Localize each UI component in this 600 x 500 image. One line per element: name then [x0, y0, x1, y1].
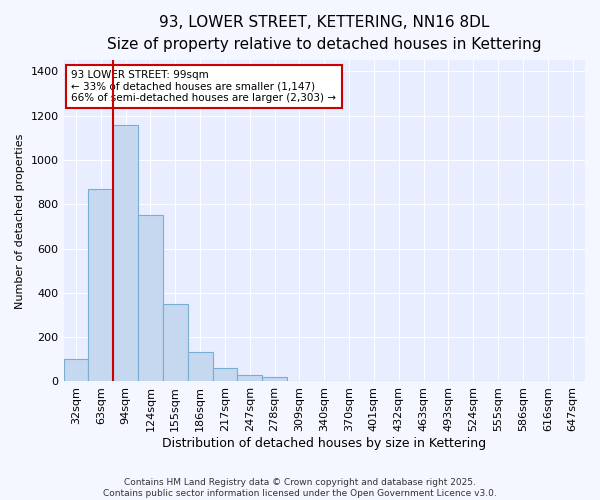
Title: 93, LOWER STREET, KETTERING, NN16 8DL
Size of property relative to detached hous: 93, LOWER STREET, KETTERING, NN16 8DL Si…: [107, 15, 542, 52]
Text: 93 LOWER STREET: 99sqm
← 33% of detached houses are smaller (1,147)
66% of semi-: 93 LOWER STREET: 99sqm ← 33% of detached…: [71, 70, 337, 103]
Bar: [188, 352, 212, 382]
Bar: [238, 375, 262, 382]
Bar: [138, 216, 163, 382]
Bar: [262, 378, 287, 382]
Bar: [64, 360, 88, 382]
Y-axis label: Number of detached properties: Number of detached properties: [15, 133, 25, 308]
Bar: [113, 124, 138, 382]
Bar: [212, 368, 238, 382]
Bar: [88, 189, 113, 382]
X-axis label: Distribution of detached houses by size in Kettering: Distribution of detached houses by size …: [162, 437, 487, 450]
Text: Contains HM Land Registry data © Crown copyright and database right 2025.
Contai: Contains HM Land Registry data © Crown c…: [103, 478, 497, 498]
Bar: [163, 304, 188, 382]
